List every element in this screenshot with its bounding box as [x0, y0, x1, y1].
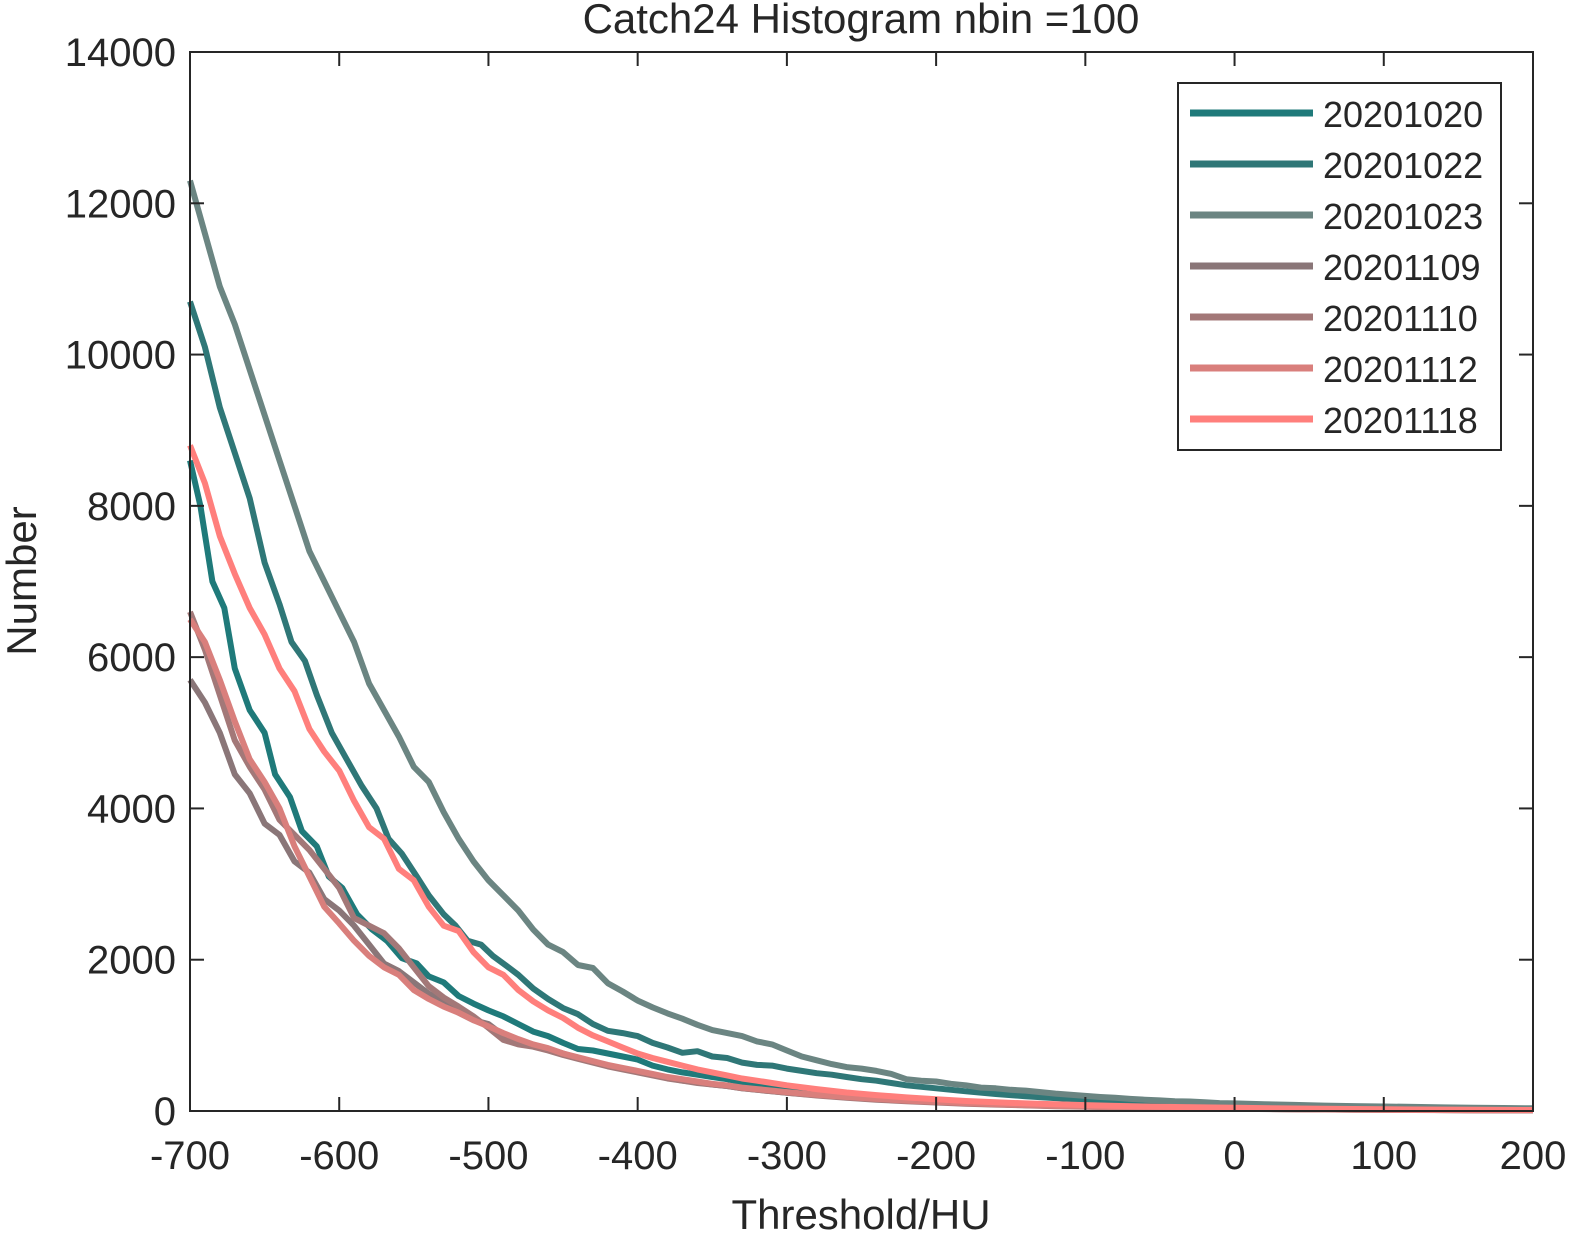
legend-label: 20201109 — [1323, 247, 1481, 288]
legend-item: 20201023 — [1190, 196, 1483, 237]
y-tick-label: 0 — [154, 1090, 176, 1134]
y-tick-label: 12000 — [65, 182, 176, 226]
legend-item: 20201109 — [1190, 247, 1481, 288]
x-tick-label: -500 — [448, 1134, 528, 1178]
x-tick-label: 200 — [1500, 1134, 1567, 1178]
y-tick-label: 10000 — [65, 334, 176, 378]
x-tick-label: -300 — [747, 1134, 827, 1178]
legend-label: 20201112 — [1323, 349, 1478, 390]
chart-title: Catch24 Histogram nbin =100 — [583, 0, 1140, 42]
legend-item: 20201110 — [1190, 298, 1478, 339]
legend-label: 20201023 — [1323, 196, 1483, 237]
legend-item: 20201118 — [1190, 400, 1478, 441]
y-tick-label: 6000 — [87, 636, 176, 680]
x-tick-label: 0 — [1223, 1134, 1245, 1178]
legend-label: 20201110 — [1323, 298, 1478, 339]
legend-label: 20201022 — [1323, 145, 1483, 186]
plot-frame — [189, 51, 1534, 1112]
x-tick-label: -400 — [598, 1134, 678, 1178]
legend-items: 20201020 20201022 20201023 20201109 20201110… — [1190, 94, 1483, 441]
x-tick-label: -600 — [299, 1134, 379, 1178]
legend-item: 20201022 — [1190, 145, 1483, 186]
x-tick-label: -700 — [150, 1134, 230, 1178]
legend-label: 20201020 — [1323, 94, 1483, 135]
legend-item: 20201112 — [1190, 349, 1478, 390]
legend: 20201020 20201022 20201023 20201109 20201110… — [1177, 82, 1502, 451]
legend-label: 20201118 — [1323, 400, 1478, 441]
y-tick-label: 4000 — [87, 787, 176, 831]
axes-layer: -700 -600 -500 -400 -300 -200 -100 0 100 20002000… — [65, 31, 1567, 1178]
y-tick-label: 14000 — [65, 31, 176, 75]
y-axis-label: Number — [0, 506, 45, 655]
x-tick-label: -200 — [896, 1134, 976, 1178]
x-tick-label: -100 — [1045, 1134, 1125, 1178]
series-line-20201023 — [187, 179, 1534, 1112]
x-tick-label: 100 — [1350, 1134, 1417, 1178]
y-tick-label: 8000 — [87, 485, 176, 529]
y-tick-label: 2000 — [87, 939, 176, 983]
legend-item: 20201020 — [1190, 94, 1483, 135]
x-axis-label: Threshold/HU — [731, 1191, 990, 1238]
